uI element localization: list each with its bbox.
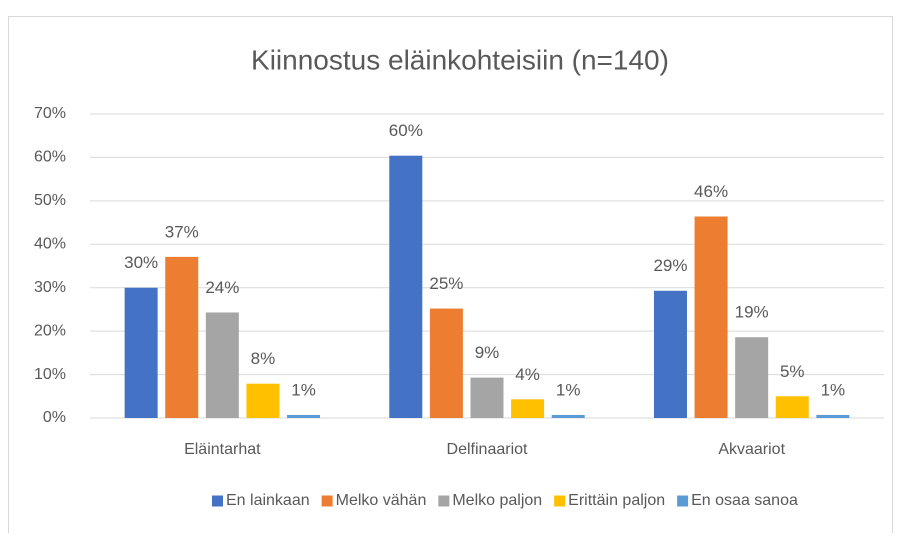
data-label: 30% (124, 253, 158, 272)
data-label: 8% (251, 349, 276, 368)
y-tick-label: 60% (34, 149, 66, 166)
y-tick-label: 40% (34, 236, 66, 253)
legend-label: Melko vähän (336, 492, 427, 509)
data-label: 29% (653, 256, 687, 275)
bar (429, 308, 463, 418)
data-label: 60% (389, 121, 423, 140)
bar (246, 383, 280, 418)
bar (165, 256, 199, 418)
data-label: 19% (735, 303, 769, 322)
legend-swatch (554, 495, 566, 507)
data-label: 25% (429, 274, 463, 293)
bar (653, 290, 687, 418)
data-label: 4% (515, 365, 540, 384)
legend-swatch (212, 495, 223, 507)
legend-label: Erittäin paljon (568, 492, 665, 509)
data-label: 37% (165, 222, 199, 241)
bar (775, 396, 809, 418)
data-label: 1% (556, 380, 581, 399)
y-tick-label: 30% (34, 279, 66, 296)
y-tick-label: 70% (34, 105, 66, 122)
bar (551, 414, 585, 418)
bar (511, 399, 545, 418)
chart-title: Kiinnostus eläinkohteisiin (n=140) (251, 44, 669, 75)
bar (287, 414, 321, 418)
x-tick-label: Eläintarhat (184, 441, 261, 458)
data-label: 1% (291, 380, 316, 399)
legend-label: En lainkaan (226, 492, 310, 509)
x-tick-label: Akvaariot (718, 441, 785, 458)
data-label: 24% (205, 278, 239, 297)
legend-swatch (438, 495, 450, 507)
y-tick-label: 50% (34, 192, 66, 209)
data-label: 9% (475, 343, 500, 362)
chart-frame (8, 16, 893, 538)
y-tick-label: 20% (34, 322, 66, 339)
data-label: 5% (780, 362, 805, 381)
data-label: 46% (694, 182, 728, 201)
bar (124, 287, 158, 418)
x-tick-label: Delfinaariot (447, 441, 528, 458)
bar (470, 377, 504, 418)
y-tick-label: 0% (43, 409, 66, 426)
y-tick-label: 10% (34, 366, 66, 383)
legend-swatch (321, 495, 333, 507)
bar (735, 337, 769, 418)
bar (816, 414, 850, 418)
legend-swatch (677, 495, 689, 507)
bar (205, 312, 239, 418)
bar (694, 216, 728, 418)
data-label: 1% (821, 380, 846, 399)
bar (389, 155, 423, 419)
legend-label: En osaa sanoa (691, 492, 798, 509)
legend-label: Melko paljon (452, 492, 542, 509)
